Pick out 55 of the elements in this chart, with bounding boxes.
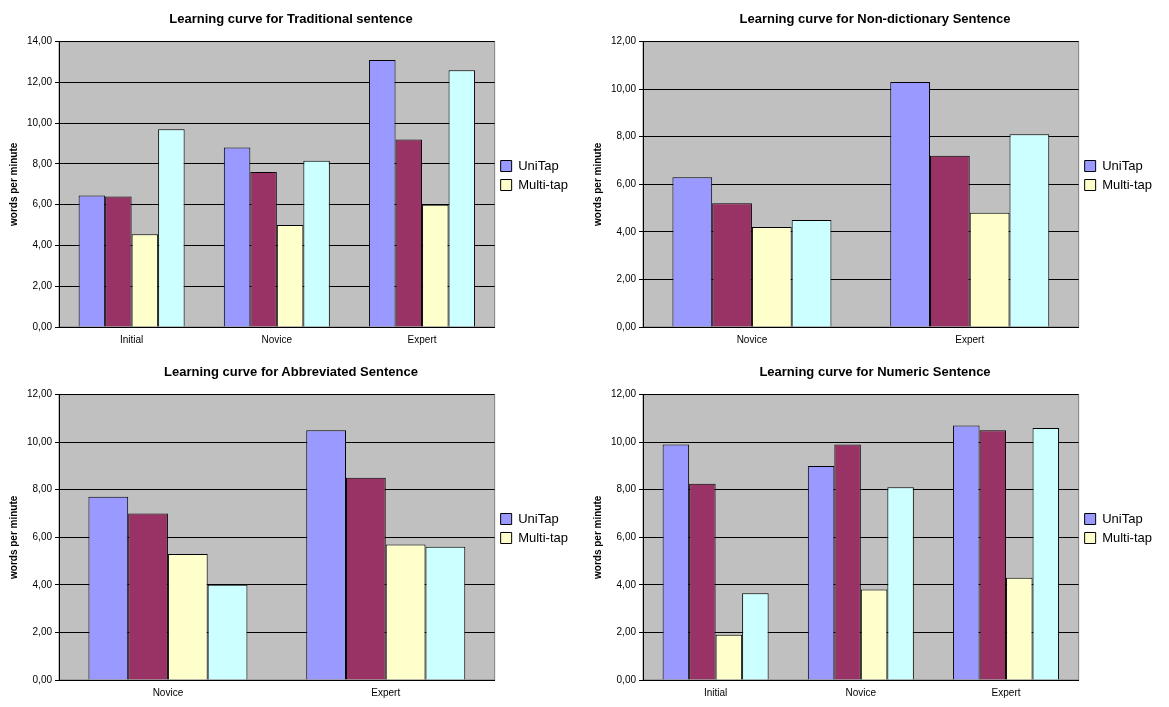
y-axis-title: words per minute	[7, 495, 19, 580]
x-tick-label: Expert	[955, 333, 985, 345]
y-tick-label: 10,00	[610, 435, 637, 447]
y-axis-title: words per minute	[7, 142, 19, 227]
y-tick-label: 0,00	[32, 673, 53, 685]
y-tick-label: 2,00	[616, 273, 637, 285]
y-tick-label: 8,00	[616, 483, 637, 495]
legend-label: Multi-tap	[518, 529, 569, 545]
chart-title: Learning curve for Numeric Sentence	[759, 364, 991, 380]
y-tick-label: 4,00	[616, 578, 637, 590]
y-tick-label: 14,00	[26, 35, 53, 47]
x-tick-label: Expert	[407, 333, 437, 345]
x-tick-label: Expert	[991, 686, 1021, 698]
x-tick-label: Novice	[736, 333, 768, 345]
y-tick-label: 4,00	[616, 225, 637, 237]
y-tick-label: 12,00	[610, 35, 637, 47]
x-tick-label: Expert	[371, 686, 401, 698]
x-tick-label: Novice	[152, 686, 184, 698]
x-tick-label: Initial	[119, 333, 144, 345]
y-tick-label: 8,00	[616, 130, 637, 142]
y-tick-label: 2,00	[32, 626, 53, 638]
y-tick-label: 12,00	[610, 388, 637, 400]
legend-label: Multi-tap	[518, 176, 569, 192]
x-tick-label: Novice	[845, 686, 877, 698]
y-tick-label: 0,00	[32, 320, 53, 332]
y-tick-label: 10,00	[610, 82, 637, 94]
y-tick-label: 6,00	[32, 198, 53, 210]
x-tick-label: Initial	[703, 686, 728, 698]
y-tick-label: 12,00	[26, 76, 53, 88]
legend-label: Multi-tap	[1102, 529, 1153, 545]
y-axis-title: words per minute	[591, 495, 603, 580]
legend-label: UniTap	[1102, 510, 1143, 526]
y-axis-title: words per minute	[591, 142, 603, 227]
y-tick-label: 10,00	[26, 435, 53, 447]
y-tick-label: 6,00	[616, 178, 637, 190]
y-tick-label: 0,00	[616, 320, 637, 332]
y-tick-label: 6,00	[32, 531, 53, 543]
legend-label: Multi-tap	[1102, 176, 1153, 192]
y-tick-label: 2,00	[32, 279, 53, 291]
y-tick-label: 6,00	[616, 531, 637, 543]
legend-label: UniTap	[518, 157, 559, 173]
chart-title: Learning curve for Non-dictionary Sentence	[739, 11, 1011, 27]
y-tick-label: 8,00	[32, 157, 53, 169]
y-tick-label: 10,00	[26, 116, 53, 128]
y-tick-label: 12,00	[26, 388, 53, 400]
y-tick-label: 0,00	[616, 673, 637, 685]
y-tick-label: 8,00	[32, 483, 53, 495]
y-tick-label: 4,00	[32, 239, 53, 251]
chart-title: Learning curve for Abbreviated Sentence	[164, 364, 418, 380]
y-tick-label: 2,00	[616, 626, 637, 638]
y-tick-label: 4,00	[32, 578, 53, 590]
legend-label: UniTap	[518, 510, 559, 526]
legend-label: UniTap	[1102, 157, 1143, 173]
x-tick-label: Novice	[261, 333, 293, 345]
chart-title: Learning curve for Traditional sentence	[169, 11, 413, 27]
